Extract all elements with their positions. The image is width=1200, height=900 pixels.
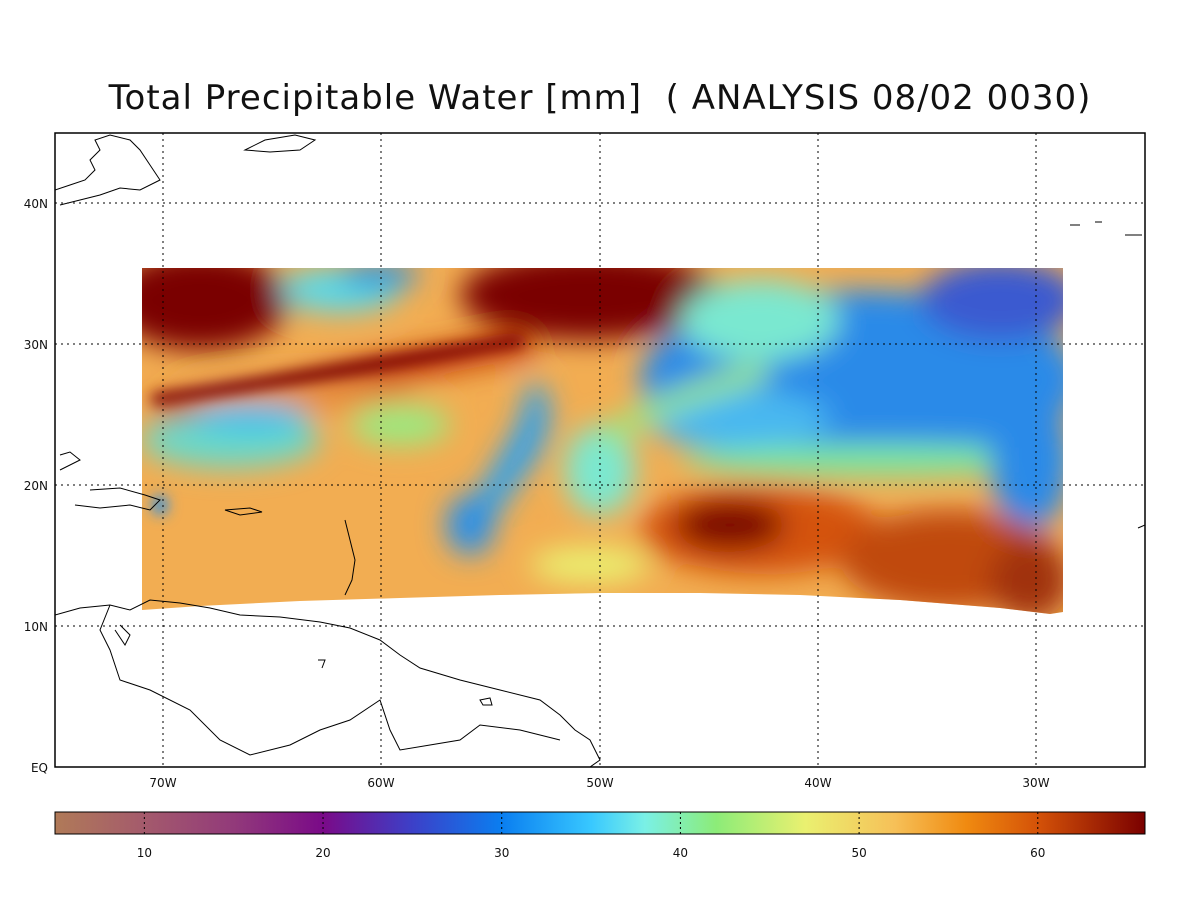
colorbar-label-60: 60 (1030, 846, 1045, 860)
coastlines (55, 134, 1145, 767)
lon-label-30w: 30W (1022, 776, 1049, 790)
map-frame (54, 132, 1146, 768)
colorbar-label-50: 50 (851, 846, 866, 860)
tpw-field (142, 268, 1063, 614)
colorbar-label-20: 20 (315, 846, 330, 860)
lat-label-20n: 20N (24, 479, 48, 493)
lat-labels: EQ 10N 20N 30N 40N (24, 197, 48, 775)
colorbar: 10 20 30 40 50 60 (54, 811, 1146, 860)
lat-label-10n: 10N (24, 620, 48, 634)
colorbar-gradient (54, 811, 1146, 835)
colorbar-ticks (143, 812, 1039, 834)
lat-label-40n: 40N (24, 197, 48, 211)
colorbar-label-30: 30 (494, 846, 509, 860)
lon-labels: 70W 60W 50W 40W 30W (149, 776, 1049, 790)
lon-label-50w: 50W (586, 776, 613, 790)
lat-label-eq: EQ (31, 761, 48, 775)
colorbar-label-40: 40 (673, 846, 688, 860)
lon-label-70w: 70W (149, 776, 176, 790)
lon-label-60w: 60W (367, 776, 394, 790)
map-title: Total Precipitable Water [mm] ( ANALYSIS… (108, 78, 1092, 118)
lon-label-40w: 40W (804, 776, 831, 790)
map-gridlines (55, 133, 1145, 767)
colorbar-labels: 10 20 30 40 50 60 (137, 846, 1046, 860)
colorbar-label-10: 10 (137, 846, 152, 860)
lat-label-30n: 30N (24, 338, 48, 352)
